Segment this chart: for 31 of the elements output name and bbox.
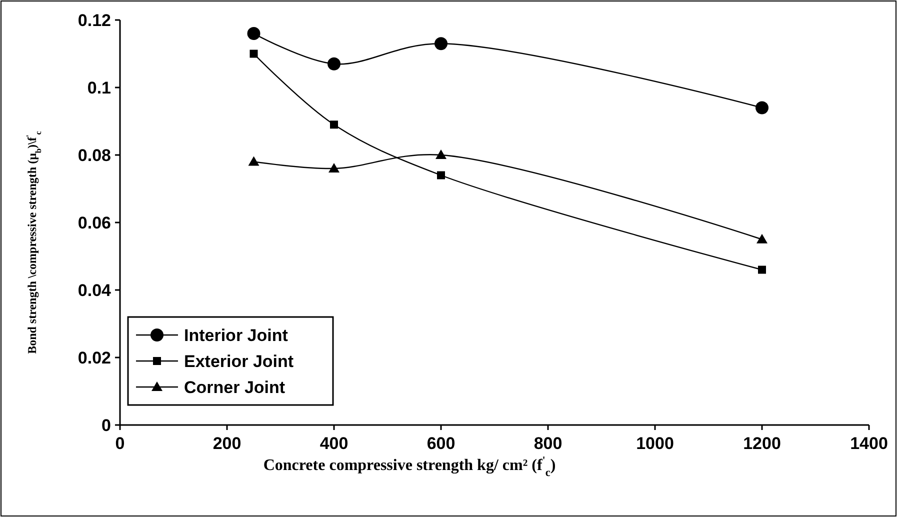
- point: [248, 156, 260, 166]
- point: [434, 37, 448, 50]
- point: [756, 101, 768, 114]
- x-tick-label: 1200: [743, 434, 781, 453]
- y-tick-label: 0.12: [78, 10, 111, 30]
- point: [756, 234, 768, 244]
- y-tick-label: 0.04: [78, 280, 112, 300]
- x-tick-label: 1400: [850, 434, 888, 453]
- x-tick-label: 600: [426, 434, 456, 453]
- point: [328, 57, 340, 70]
- point: [328, 163, 340, 172]
- legend-label: Exterior Joint: [184, 352, 294, 371]
- x-tick-label: 1000: [636, 434, 674, 453]
- point: [436, 150, 446, 159]
- point: [247, 27, 260, 40]
- legend-label: Interior Joint: [184, 326, 288, 345]
- x-axis-title: Concrete compressive strength kg/ cm² (f$^{'}$$_{c}$): [263, 455, 556, 479]
- x-tick-label: 200: [212, 434, 242, 453]
- point: [250, 50, 258, 58]
- y-tick-label: 0.02: [78, 348, 111, 368]
- x-tick-label: 800: [534, 434, 562, 453]
- point: [758, 266, 766, 274]
- legend-label: Corner Joint: [184, 378, 286, 397]
- y-tick-label: 0.06: [78, 213, 111, 232]
- point: [330, 120, 338, 129]
- y-tick-label: 0.08: [78, 146, 111, 165]
- point: [437, 171, 445, 180]
- y-tick-label: 0: [102, 416, 111, 435]
- y-tick-label: 0.1: [87, 78, 111, 98]
- x-tick-label: 0: [115, 434, 125, 453]
- x-tick-label: 400: [320, 434, 348, 453]
